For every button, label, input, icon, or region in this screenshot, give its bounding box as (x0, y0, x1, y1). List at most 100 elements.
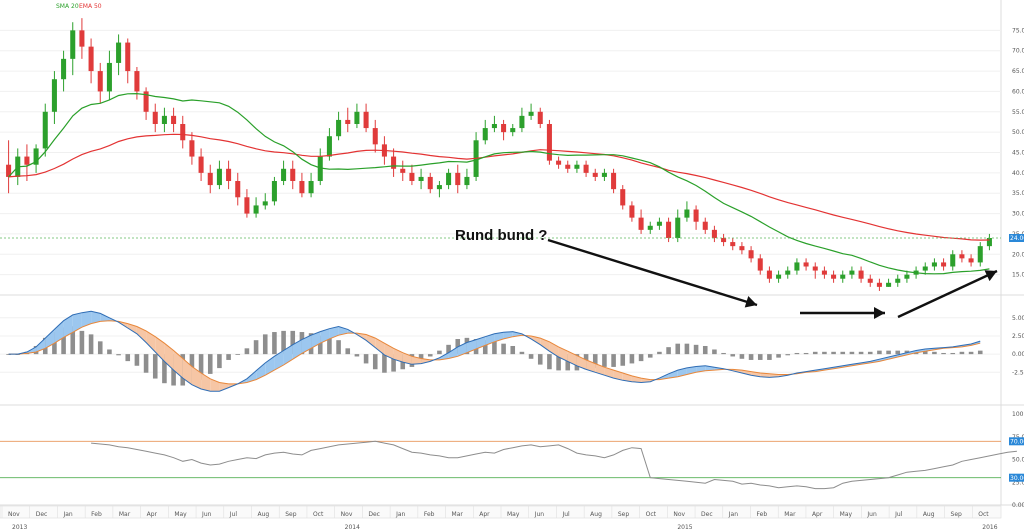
x-tick-label: Apr (479, 511, 490, 518)
candle-body (61, 58, 67, 80)
x-tick-label: Feb (757, 511, 768, 518)
macd-histogram-bar (327, 337, 332, 355)
macd-histogram-bar (134, 354, 140, 366)
macd-fill (677, 367, 687, 377)
candle-body (629, 205, 635, 218)
macd-fill (146, 330, 156, 352)
macd-histogram-bar (620, 354, 626, 366)
macd-histogram-bar (712, 349, 717, 355)
macd-fill (45, 329, 55, 349)
macd-tick-label: 5.000 (1012, 315, 1024, 322)
macd-histogram-bar (611, 354, 616, 367)
candle-body (491, 124, 497, 129)
x-tick-label: Jun (866, 511, 877, 518)
macd-histogram-bar (657, 351, 662, 355)
candle-body (950, 254, 956, 267)
macd-histogram-bar (116, 354, 121, 356)
candle-body (977, 246, 983, 263)
candle-body (482, 128, 488, 141)
macd-histogram-bar (629, 354, 635, 364)
macd-histogram-bar (207, 354, 213, 374)
candle-body (253, 205, 259, 214)
macd-histogram-bar (510, 345, 516, 355)
macd-fill (631, 375, 642, 383)
candle-body (941, 262, 947, 267)
x-year-label: 2014 (345, 524, 360, 531)
macd-fill (155, 336, 165, 362)
candle-body (849, 270, 855, 275)
macd-histogram-bar (592, 354, 598, 369)
rsi-tick-label: 0.00 (1012, 502, 1024, 509)
macd-histogram-bar (125, 354, 131, 362)
macd-histogram-bar (785, 354, 791, 356)
macd-histogram-bar (721, 352, 726, 355)
macd-tick-label: 2.500 (1012, 333, 1024, 340)
candle-body (812, 266, 818, 271)
x-year-label: 2015 (677, 524, 692, 531)
x-tick-label: Dec (701, 511, 713, 518)
candle-body (739, 246, 745, 251)
macd-histogram-bar (638, 354, 644, 362)
macd-histogram-bar (822, 351, 827, 355)
rsi-panel (0, 440, 1017, 490)
price-panel (0, 18, 1001, 291)
macd-fill (54, 320, 64, 344)
macd-panel (6, 310, 983, 392)
macd-fill (668, 370, 678, 379)
candle-body (922, 266, 928, 271)
macd-histogram-bar (427, 354, 433, 357)
candle-body (693, 209, 699, 222)
rsi-tick-label: 75.00 (1012, 434, 1024, 441)
candle-body (574, 164, 580, 169)
macd-histogram-bar (794, 352, 800, 355)
candle-body (42, 111, 48, 149)
candle-body (675, 217, 681, 238)
macd-fill (540, 338, 550, 352)
candle-body (299, 181, 305, 194)
macd-histogram-bar (693, 344, 699, 355)
x-tick-label: Sep (285, 511, 297, 518)
arrow-down-shaft (547, 238, 758, 307)
candle-body (455, 172, 461, 186)
x-tick-label: Oct (978, 511, 989, 518)
macd-histogram-bar (88, 334, 94, 355)
macd-histogram-bar (162, 354, 167, 384)
rsi-lower-label: 30.00 (1010, 475, 1024, 482)
x-tick-label: Feb (424, 511, 435, 518)
macd-histogram-bar (730, 354, 736, 357)
candle-body (171, 115, 177, 124)
x-tick-label: Jun (534, 511, 545, 518)
candle-body (345, 119, 351, 124)
candle-body (528, 111, 534, 116)
macd-histogram-bar (198, 354, 204, 380)
x-tick-label: Sep (951, 511, 963, 518)
macd-histogram-bar (281, 330, 286, 355)
candle-body (336, 119, 342, 137)
candle-body (226, 168, 232, 181)
macd-fill (191, 366, 202, 390)
candle-body (152, 111, 158, 124)
candle-body (656, 221, 662, 226)
rsi-upper-label: 70.00 (1010, 439, 1024, 446)
x-tick-label: Oct (313, 511, 324, 518)
x-tick-label: Nov (673, 511, 685, 518)
macd-fill (879, 357, 889, 362)
candle-body (592, 172, 598, 177)
candle-body (519, 115, 525, 129)
macd-histogram-bar (253, 340, 259, 355)
candle-body (537, 111, 543, 124)
candle-body (33, 148, 39, 165)
macd-histogram-bar (803, 352, 809, 355)
macd-fill (173, 350, 183, 379)
macd-histogram-bar (446, 344, 451, 355)
candle-body (684, 209, 690, 218)
macd-histogram-bar (70, 326, 76, 355)
candle-body (785, 270, 791, 275)
candle-body (748, 250, 754, 259)
candle-body (409, 172, 415, 181)
macd-histogram-bar (831, 351, 836, 355)
macd-histogram-bar (528, 354, 534, 359)
macd-histogram-bar (345, 348, 351, 355)
x-tick-label: Jan (395, 511, 405, 518)
arrow-down-head (744, 296, 757, 308)
